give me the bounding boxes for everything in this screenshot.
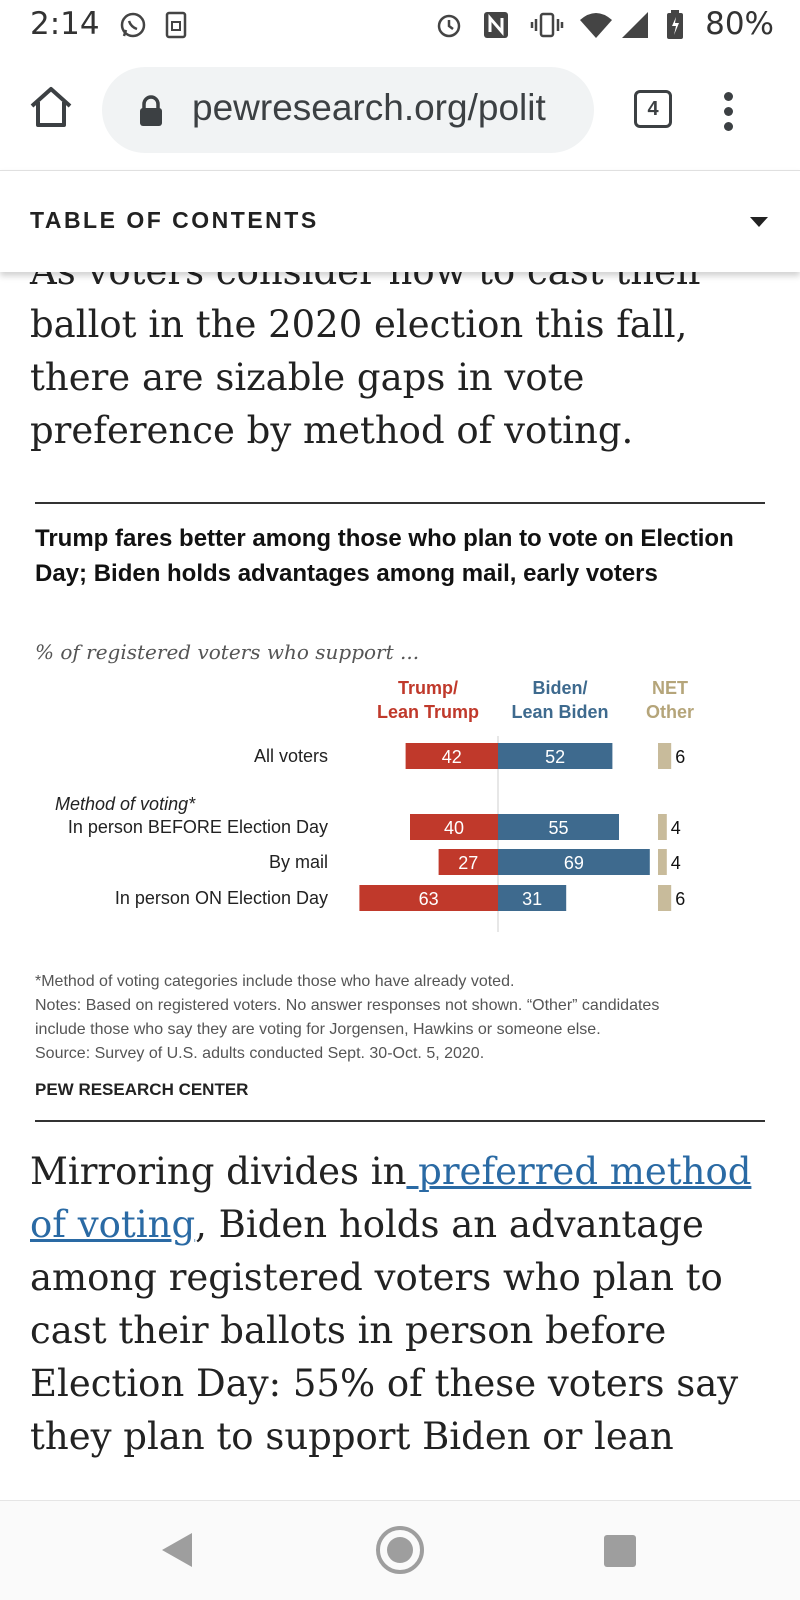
data-label-other: 4 — [671, 818, 681, 838]
data-label-biden: 69 — [564, 853, 584, 873]
bar-trump — [438, 849, 498, 875]
toc-label: TABLE OF CONTENTS — [30, 207, 319, 233]
chart-bottom-rule — [35, 1120, 765, 1122]
home-icon — [30, 87, 72, 127]
home-button[interactable] — [26, 82, 76, 132]
whatsapp-icon — [118, 10, 148, 45]
tab-switcher-button[interactable]: 4 — [634, 90, 672, 128]
data-label-other: 6 — [675, 747, 685, 767]
vibrate-icon — [530, 10, 564, 45]
category-label: All voters — [254, 746, 328, 766]
bar-other — [658, 814, 667, 840]
intro-line: preference by method of voting. — [30, 409, 634, 452]
status-bar: 2:14 80% — [0, 0, 800, 52]
chart-notes: *Method of voting categories include tho… — [35, 970, 775, 1066]
battery-percent: 80% — [705, 6, 774, 42]
chart-title: Trump fares better among those who plan … — [35, 525, 734, 587]
bar-biden — [498, 743, 613, 769]
data-label-trump: 63 — [419, 889, 439, 909]
signal-icon — [620, 10, 652, 45]
bar-other — [658, 743, 672, 769]
legend-label: Biden/ — [532, 678, 587, 698]
data-label-other: 4 — [671, 853, 681, 873]
more-menu-button[interactable] — [722, 92, 734, 132]
bar-other — [658, 849, 667, 875]
body-text-rest: , Biden holds an advantage among registe… — [30, 1203, 739, 1458]
intro-line: ballot in the 2020 election this fall, — [30, 303, 688, 346]
note-line: include those who say they are voting fo… — [35, 1021, 601, 1038]
data-label-biden: 52 — [545, 747, 565, 767]
chart-svg: Trump/Lean Trump Biden/Lean Biden NET Other… — [55, 678, 694, 932]
recents-button[interactable] — [604, 1535, 636, 1567]
category-label: By mail — [269, 852, 328, 872]
legend-label: Lean Trump — [377, 702, 479, 722]
source-label: PEW RESEARCH CENTER — [35, 1080, 249, 1099]
url-text: pewresearch.org/polit — [192, 87, 546, 128]
bar-biden — [498, 885, 567, 911]
more-vert-icon — [723, 92, 733, 101]
legend-label: Trump/ — [398, 678, 458, 698]
group-label: Method of voting* — [55, 794, 196, 814]
intro-line: there are sizable gaps in vote — [30, 356, 585, 399]
back-button[interactable] — [162, 1533, 192, 1567]
legend-label: Lean Biden — [511, 702, 608, 722]
bar-other — [658, 885, 672, 911]
bar-trump — [359, 885, 498, 911]
home-nav-button[interactable] — [376, 1526, 424, 1574]
data-label-biden: 31 — [522, 889, 542, 909]
bar-biden — [498, 814, 619, 840]
legend-label: Other — [646, 702, 694, 722]
data-label-trump: 27 — [458, 853, 478, 873]
bar-biden — [498, 849, 650, 875]
screenshot-icon — [164, 10, 188, 45]
category-label: In person BEFORE Election Day — [68, 817, 328, 837]
nfc-icon — [482, 10, 510, 45]
chart-subtitle: % of registered voters who support ... — [35, 640, 420, 664]
data-label-trump: 42 — [442, 747, 462, 767]
bar-trump — [405, 743, 498, 769]
caret-down-icon[interactable] — [750, 217, 768, 227]
battery-icon — [666, 10, 684, 45]
intro-paragraph: As voters consider how to cast their bal… — [30, 245, 770, 457]
bar-chart: Trump/Lean Trump Biden/Lean Biden NET Other… — [0, 670, 800, 940]
body-paragraph: Mirroring divides in preferred method of… — [30, 1145, 780, 1463]
note-line: Notes: Based on registered voters. No an… — [35, 997, 660, 1014]
system-nav-bar — [0, 1500, 800, 1600]
home-circle-icon — [387, 1537, 413, 1563]
category-label: In person ON Election Day — [115, 888, 328, 908]
legend-label: NET — [652, 678, 688, 698]
browser-toolbar: pewresearch.org/polit 4 — [0, 52, 800, 170]
chart-top-rule — [35, 502, 765, 504]
note-line: Source: Survey of U.S. adults conducted … — [35, 1045, 485, 1062]
status-time: 2:14 — [30, 6, 100, 42]
data-label-other: 6 — [675, 889, 685, 909]
lock-icon — [138, 95, 164, 132]
note-line: *Method of voting categories include tho… — [35, 973, 515, 990]
address-bar[interactable]: pewresearch.org/polit — [102, 67, 594, 153]
data-label-biden: 55 — [548, 818, 568, 838]
wifi-icon — [578, 10, 614, 45]
data-label-trump: 40 — [444, 818, 464, 838]
preferred-method-link[interactable]: preferred method of voting — [30, 1150, 752, 1246]
body-text-start: Mirroring divides in — [30, 1150, 407, 1193]
bar-trump — [410, 814, 498, 840]
alarm-icon — [434, 10, 464, 45]
table-of-contents-bar[interactable]: TABLE OF CONTENTS — [0, 170, 800, 272]
